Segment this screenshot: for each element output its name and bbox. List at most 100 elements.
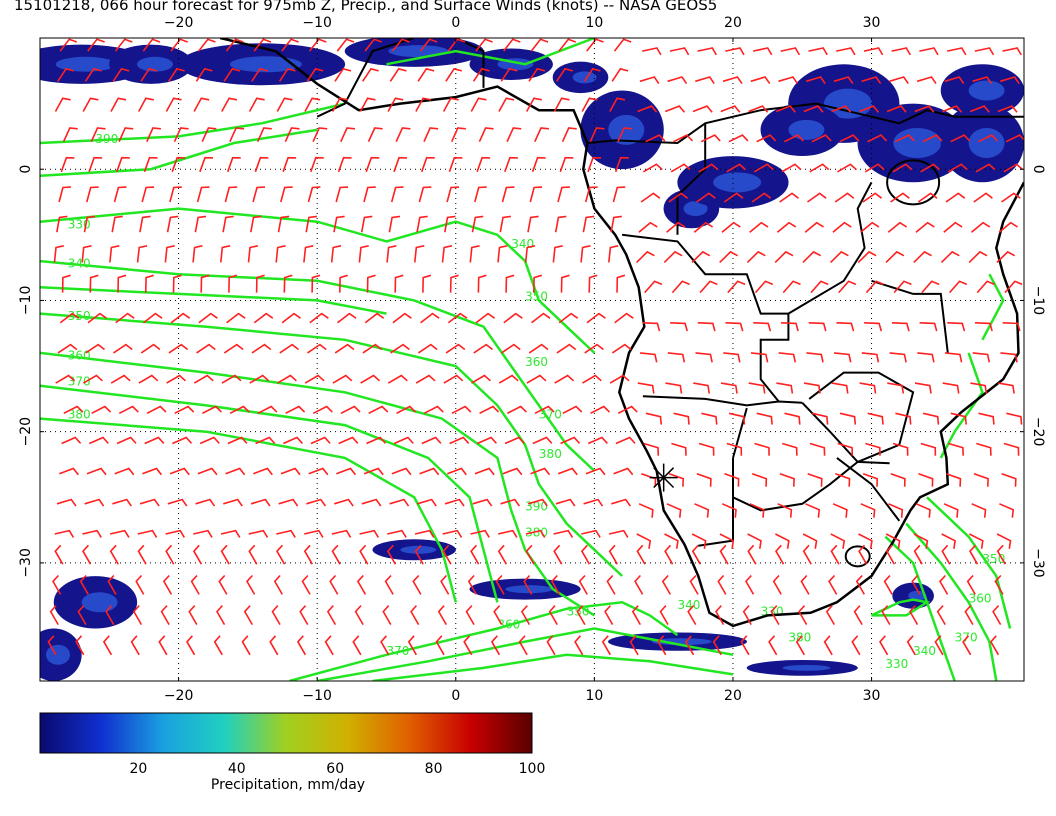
contour-label: 380 [539,447,562,461]
wind-barb [285,405,306,415]
wind-barb [504,436,525,445]
wind-barb [943,221,963,233]
wind-barb [615,436,636,445]
location-marker [649,463,678,492]
wind-barb [110,374,131,384]
wind-barb [251,343,272,354]
wind-barb [247,245,258,263]
wind-barb [114,467,135,476]
wind-barb [421,436,442,445]
wind-barb [113,186,127,203]
wind-barb [312,405,333,415]
wind-barb [116,436,137,445]
wind-barb [998,382,1015,394]
wind-barb [54,544,64,565]
wind-barb [920,163,941,173]
wind-barb [384,574,394,595]
wind-barb [253,467,273,476]
country-border [732,407,748,459]
wind-barb [81,245,92,263]
wind-barb [890,472,906,487]
wind-barb [534,127,549,143]
wind-barb [867,134,888,143]
wind-barb [463,635,473,656]
wind-barb [57,67,75,82]
wind-barb [340,405,361,415]
wind-barb [661,574,671,595]
wind-barb [725,322,744,332]
wind-barb [860,503,876,518]
wind-barb [784,412,801,425]
wind-barb [442,529,463,538]
wind-barb [944,76,965,85]
wind-barb [312,127,328,143]
wind-barb [557,186,570,203]
wind-barb [223,67,241,82]
wind-barb [558,312,579,324]
contour-label: 340 [511,237,534,251]
contour-label: 340 [913,644,936,658]
contour-line [981,273,1005,341]
wind-barb [296,635,307,656]
wind-barb [90,127,106,143]
wind-barb [422,274,432,293]
wind-barb [832,221,852,233]
wind-barb [229,127,245,143]
wind-barb [962,635,972,656]
wind-barb [410,605,420,625]
wind-barb [301,574,311,595]
wind-barb [1005,134,1024,143]
wind-barb [250,215,262,233]
wind-barb [803,105,824,113]
wind-barb [553,529,574,538]
wind-barb [556,343,577,354]
wind-barb [726,442,743,456]
wind-barb [642,47,662,56]
wind-barb [414,544,424,565]
wind-barb [976,442,992,456]
wind-barb [781,163,802,173]
wind-barb [256,127,272,143]
wind-barb [885,544,895,565]
wind-barb [223,343,244,354]
wind-barb [837,442,854,456]
wind-barb [213,635,223,656]
wind-barb [435,635,445,656]
wind-barb [530,38,549,52]
wind-barb [748,105,769,113]
wind-barb [331,544,341,565]
wind-barb [696,472,712,487]
wind-barb [472,67,490,82]
wind-barb [166,215,179,233]
wind-barb [412,574,422,595]
contour-line [40,102,346,145]
wind-barb [562,405,583,415]
wind-barb [529,186,543,203]
precip-core [968,127,1005,158]
wind-barb [887,382,905,394]
wind-barb [83,215,96,233]
wind-barb [800,574,810,595]
wind-barb [364,38,382,52]
contour-label: 360 [68,349,91,363]
precip-core [46,644,71,665]
wind-barb [689,574,699,595]
wind-barb [867,412,884,425]
wind-barb [582,215,595,233]
wind-barb [195,498,216,507]
wind-barb [524,245,536,263]
wind-barb [335,186,349,203]
wind-barb [940,250,960,263]
wind-barb [499,215,512,233]
wind-barb [361,498,382,507]
wind-barb [700,134,721,143]
wind-barb [530,467,551,476]
wind-barb [62,127,78,143]
contour-line [40,259,596,472]
wind-barb [586,312,606,324]
wind-barb [992,605,1002,625]
contour-line [316,627,734,681]
wind-barb [310,156,324,173]
wind-barb [742,605,752,625]
wind-barb [368,405,389,415]
